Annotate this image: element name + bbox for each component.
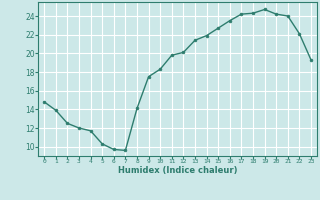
X-axis label: Humidex (Indice chaleur): Humidex (Indice chaleur) [118, 166, 237, 175]
